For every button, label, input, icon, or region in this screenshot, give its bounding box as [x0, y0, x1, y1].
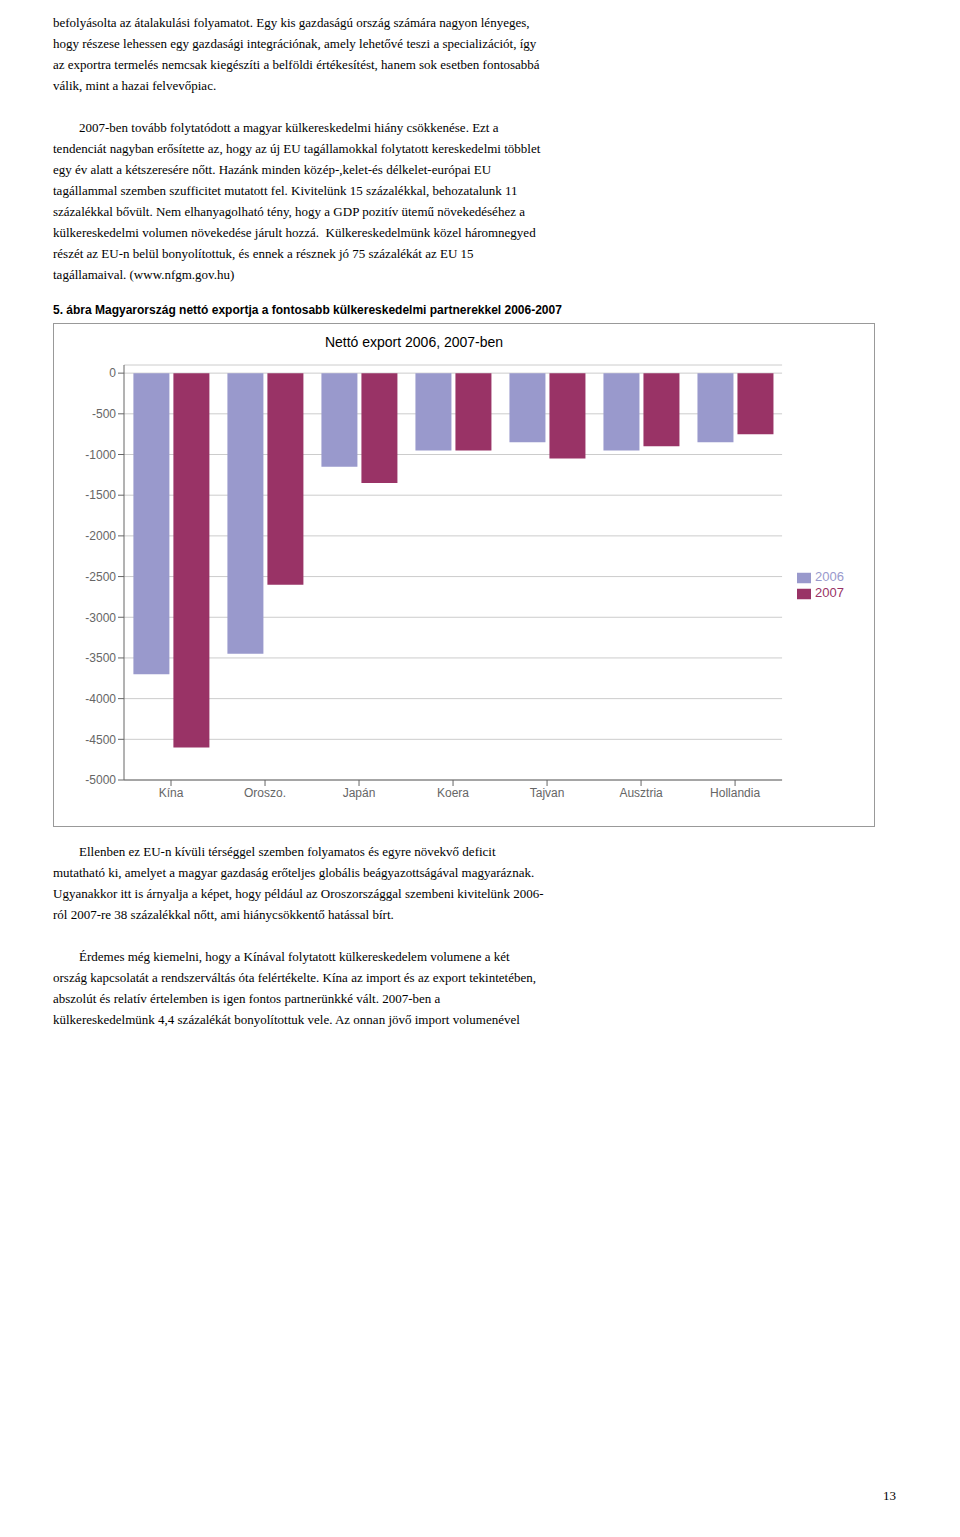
- svg-text:0: 0: [109, 366, 116, 380]
- html-text:befolyásolta az átalakulási fo: befolyásolta az átalakulási folyamatot. …: [53, 15, 541, 282]
- svg-text:-3000: -3000: [85, 611, 116, 625]
- html-text:13: 13: [883, 1488, 896, 1503]
- svg-text:-500: -500: [92, 407, 116, 421]
- svg-text:Ausztria: Ausztria: [619, 786, 663, 800]
- svg-text:Kína: Kína: [159, 786, 184, 800]
- html-text:2007: 2007: [815, 585, 844, 600]
- svg-text:-1000: -1000: [85, 448, 116, 462]
- svg-text:-3500: -3500: [85, 651, 116, 665]
- svg-text:Hollandia: Hollandia: [710, 786, 760, 800]
- svg-text:Japán: Japán: [343, 786, 376, 800]
- html-text:Nettó export 2006, 2007-ben: Nettó export 2006, 2007-ben: [324, 334, 504, 350]
- svg-text:Koera: Koera: [437, 786, 469, 800]
- html-text:Ellenben ez EU-n kívüli térség: Ellenben ez EU-n kívüli térséggel szembe…: [53, 844, 544, 1027]
- svg-text:-2000: -2000: [85, 529, 116, 543]
- svg-text:-5000: -5000: [85, 773, 116, 787]
- svg-text:Oroszo.: Oroszo.: [244, 786, 286, 800]
- svg-text:Tajvan: Tajvan: [530, 786, 565, 800]
- svg-text:-4000: -4000: [85, 692, 116, 706]
- html-text:5. ábra Magyarország nettó exp: 5. ábra Magyarország nettó exportja a fo…: [53, 303, 562, 317]
- svg-text:-1500: -1500: [85, 488, 116, 502]
- svg-text:-2500: -2500: [85, 570, 116, 584]
- svg-text:-4500: -4500: [85, 733, 116, 747]
- html-text:2006: 2006: [815, 569, 844, 585]
